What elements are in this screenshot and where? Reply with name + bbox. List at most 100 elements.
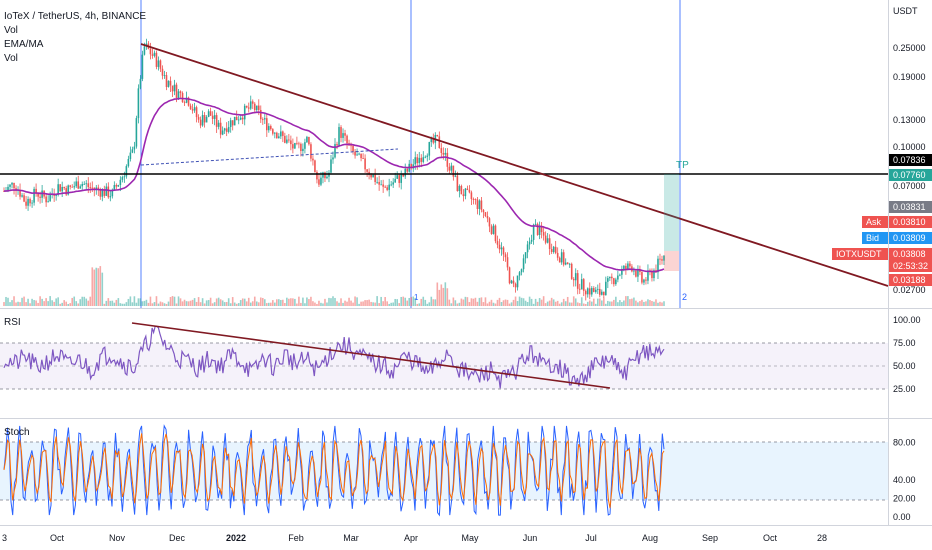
candle-body [221, 130, 224, 135]
candle-body [137, 88, 140, 119]
volume-bar [91, 267, 94, 306]
candle-body [290, 140, 292, 145]
candle-body [149, 48, 152, 55]
candle-body [336, 144, 338, 146]
candle-body [442, 152, 445, 155]
volume-bar [372, 302, 374, 306]
chart-title: IoTeX / TetherUS, 4h, BINANCE [4, 11, 146, 22]
candle-body [280, 131, 282, 137]
volume-bar [596, 298, 599, 306]
candle-body [454, 175, 457, 177]
candle-body [318, 179, 320, 185]
candle-body [91, 187, 94, 189]
volume-bar [83, 296, 86, 306]
candle-body [270, 126, 272, 130]
candle-body [175, 84, 178, 99]
candle-body [350, 145, 352, 147]
candle-body [444, 152, 447, 155]
take-profit-zone[interactable] [664, 174, 679, 251]
candle-body [643, 279, 645, 283]
price-axis[interactable]: 0.25000 0.19000 0.13000 0.10000 0.07000 0.027… [893, 43, 926, 295]
price-axis-unit: USDT [893, 6, 918, 16]
candle-body [476, 199, 479, 209]
candle-body [524, 252, 527, 259]
volume-bar [310, 296, 312, 306]
volume-bar [516, 301, 519, 306]
volume-bar [195, 301, 198, 306]
candle-body [452, 165, 455, 177]
candle-body [629, 263, 631, 267]
volume-bar [653, 301, 655, 306]
volume-bar [181, 301, 184, 306]
volume-bar [388, 303, 390, 306]
candle-body [304, 142, 306, 149]
volume-bar [358, 303, 360, 306]
volume-bar [661, 302, 663, 306]
volume-bar [510, 302, 513, 306]
volume-bar [603, 297, 605, 306]
candle-body [69, 185, 72, 187]
volume-bar [197, 297, 200, 306]
volume-bar [125, 302, 128, 306]
candle-body [522, 258, 525, 270]
volume-bar [37, 302, 39, 306]
volume-bar [215, 298, 218, 306]
time-axis[interactable]: 3 Oct Nov Dec 2022 Feb Mar Apr May Jun Jul Aug Sep Oc… [2, 533, 827, 543]
candle-body [556, 252, 559, 258]
volume-bar [259, 297, 262, 306]
candle-body [572, 278, 575, 281]
candle-body [544, 235, 547, 243]
volume-bar [486, 303, 489, 306]
candle-body [486, 216, 489, 219]
candle-body [460, 185, 463, 195]
candle-body [231, 120, 234, 126]
volume-bar [213, 302, 216, 306]
candle-body [312, 158, 314, 161]
volume-bar [336, 301, 338, 306]
volume-bar [456, 303, 459, 306]
volume-bar [75, 301, 78, 306]
candle-body [292, 144, 294, 149]
volume-bar [81, 296, 84, 306]
candle-body [534, 223, 537, 225]
volume-bar [558, 303, 561, 306]
volume-bar [59, 303, 61, 306]
candle-body [215, 115, 218, 127]
candle-body [346, 135, 348, 144]
candle-body [520, 269, 523, 273]
candle-body [540, 225, 543, 233]
volume-bar [400, 296, 403, 306]
candle-body [229, 120, 232, 128]
candle-body [366, 169, 368, 172]
trendline[interactable] [140, 43, 889, 287]
candle-body [506, 257, 509, 268]
candle-body [564, 262, 567, 265]
volume-bar [199, 302, 202, 306]
time-tick-label: Oct [50, 533, 65, 543]
candle-body [586, 288, 589, 295]
volume-bar [328, 297, 330, 306]
volume-bar [390, 302, 392, 306]
volume-bar [282, 299, 284, 306]
volume-bar [651, 301, 653, 306]
stop-loss-zone[interactable] [664, 251, 679, 271]
price-tag-bg [889, 154, 932, 166]
candle-body [590, 288, 593, 295]
volume-bar [43, 301, 45, 306]
volume-bar [177, 296, 180, 306]
rsi-trendline[interactable] [131, 322, 611, 389]
volume-bar [560, 302, 563, 306]
candle-body [356, 154, 358, 156]
volume-bar [211, 303, 214, 306]
candle-body [623, 265, 625, 269]
candle-body [550, 249, 553, 253]
candle-body [139, 78, 142, 89]
volume-bar [590, 301, 593, 306]
candle-body [268, 126, 270, 131]
volume-bar [394, 298, 396, 306]
volume-bar [338, 302, 340, 306]
volume-bar [324, 298, 326, 306]
rsi-axis: 100.00 75.00 50.00 25.00 [893, 315, 921, 394]
volume-bar [410, 297, 413, 306]
